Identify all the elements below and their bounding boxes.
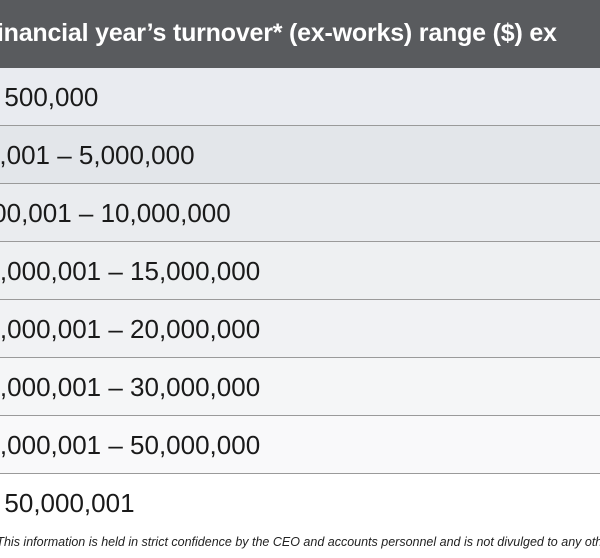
turnover-range-cell: < 500,000 <box>0 82 99 112</box>
table-row: 5,000,001 – 10,000,000 <box>0 184 600 242</box>
table-row: 500,001 – 5,000,000 <box>0 126 600 184</box>
table-row: > 50,000,001 <box>0 474 600 530</box>
confidentiality-footnote: * This information is held in strict con… <box>0 535 600 549</box>
table-row: 15,000,001 – 20,000,000 <box>0 300 600 358</box>
turnover-range-cell: 30,000,001 – 50,000,000 <box>0 430 261 460</box>
table-row: 30,000,001 – 50,000,000 <box>0 416 600 474</box>
table-row: < 500,000 <box>0 68 600 126</box>
table-header-label: Previous financial year’s turnover* (ex-… <box>0 19 557 47</box>
turnover-range-table: Previous financial year’s turnover* (ex-… <box>0 0 600 530</box>
table-row: 10,000,001 – 15,000,000 <box>0 242 600 300</box>
turnover-range-cell: 15,000,001 – 20,000,000 <box>0 314 261 344</box>
table-row: 20,000,001 – 30,000,000 <box>0 358 600 416</box>
turnover-range-cell: 500,001 – 5,000,000 <box>0 140 195 170</box>
turnover-range-cell: 10,000,001 – 15,000,000 <box>0 256 261 286</box>
turnover-range-cell: 20,000,001 – 30,000,000 <box>0 372 261 402</box>
turnover-range-cell: 5,000,001 – 10,000,000 <box>0 198 231 228</box>
table-header: Previous financial year’s turnover* (ex-… <box>0 0 600 68</box>
turnover-range-cell: > 50,000,001 <box>0 488 135 518</box>
